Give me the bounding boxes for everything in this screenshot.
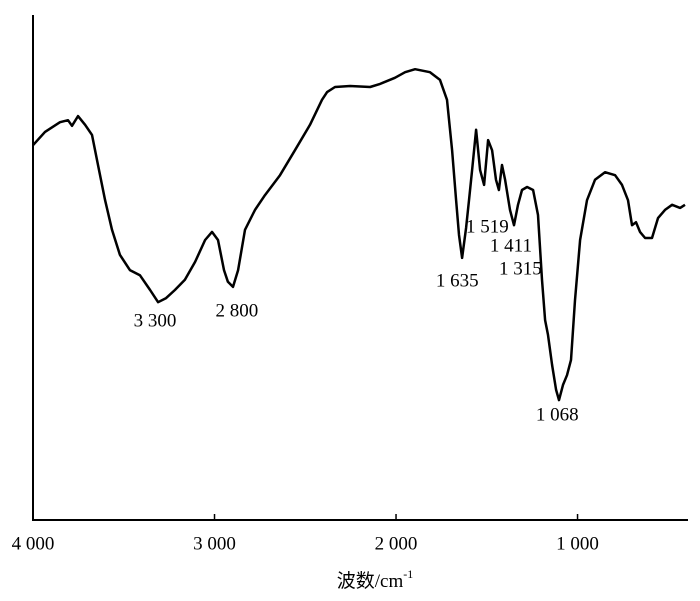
x-tick-label: 2 000 bbox=[375, 533, 418, 554]
peak-label: 1 519 bbox=[466, 216, 509, 237]
peak-label: 2 800 bbox=[215, 300, 258, 321]
x-axis-label-text: 波数/cm bbox=[337, 570, 404, 592]
peak-label: 1 411 bbox=[490, 235, 532, 256]
peak-label: 1 315 bbox=[499, 258, 542, 279]
x-axis-label-sup: -1 bbox=[403, 567, 413, 581]
peak-label: 3 300 bbox=[134, 310, 177, 331]
x-tick-label: 3 000 bbox=[193, 533, 236, 554]
peak-label: 1 068 bbox=[536, 404, 579, 425]
x-tick-label: 4 000 bbox=[12, 533, 55, 554]
x-tick-label: 1 000 bbox=[556, 533, 599, 554]
x-axis-label: 波数/cm-1 bbox=[337, 567, 414, 593]
spectrum-line bbox=[32, 67, 686, 402]
peak-label: 1 635 bbox=[436, 270, 479, 291]
